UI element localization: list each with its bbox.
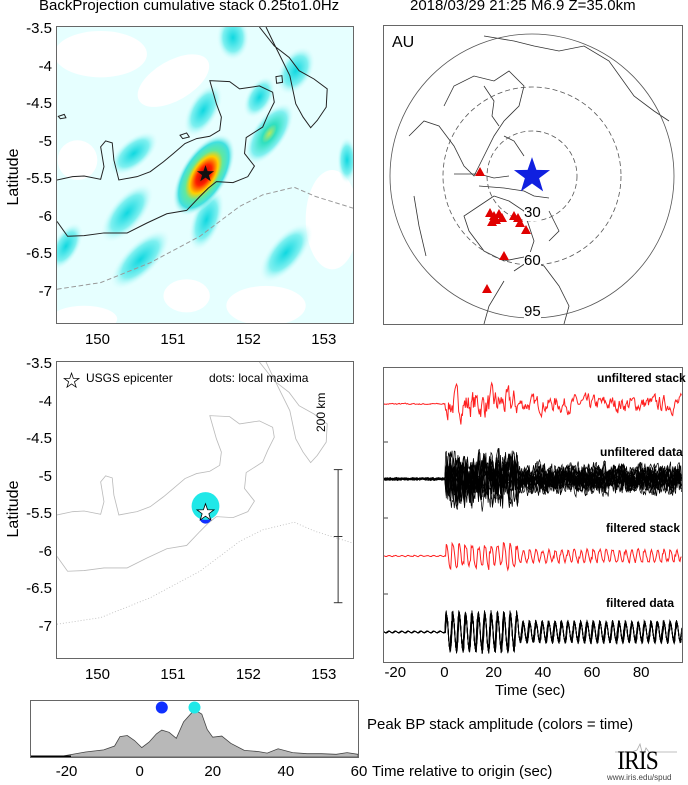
y-tick-label: -5.5 bbox=[26, 170, 52, 187]
y-tick-label: -4 bbox=[38, 392, 52, 410]
filtered-data-trace bbox=[384, 611, 682, 654]
y-tick-label: -4 bbox=[38, 57, 52, 75]
station-triangle-icon bbox=[499, 251, 509, 260]
x-tick-label: 151 bbox=[160, 331, 186, 348]
legend-usgs-epicenter: USGS epicenter bbox=[86, 371, 173, 385]
local-maxima-map: USGS epicenter dots: local maxima 200 km bbox=[56, 361, 354, 659]
station-triangle-icon bbox=[487, 217, 497, 226]
station-map: AU 30 60 95 bbox=[383, 25, 683, 325]
trace-label-filtered-stack: filtered stack bbox=[606, 521, 681, 535]
peak-amplitude-panel bbox=[30, 700, 359, 758]
seismogram-icon bbox=[615, 742, 677, 758]
scale-bar bbox=[333, 469, 343, 604]
scale-bar-label: 200 km bbox=[314, 392, 328, 432]
station-triangle-icon bbox=[475, 167, 485, 176]
y-tick-label: -4.5 bbox=[26, 95, 52, 112]
x-tick-label: 40 bbox=[534, 664, 552, 681]
x-tick-label: 153 bbox=[311, 331, 337, 348]
peak-amplitude-area bbox=[31, 709, 358, 757]
x-tick-label: 20 bbox=[485, 664, 502, 681]
x-tick-label: 152 bbox=[235, 331, 261, 348]
y-tick-label: -5 bbox=[38, 467, 52, 485]
x-tick-label: 0 bbox=[135, 763, 144, 780]
y-tick-label: -7 bbox=[38, 282, 52, 300]
epicenter-star-icon bbox=[513, 157, 551, 192]
time-dot bbox=[155, 701, 168, 714]
x-tick-label: 40 bbox=[277, 763, 295, 780]
y-tick-label: -5 bbox=[38, 132, 52, 150]
legend-star-icon bbox=[63, 371, 81, 389]
unfiltered-data-trace bbox=[384, 451, 682, 504]
x-tick-label: 152 bbox=[235, 666, 261, 683]
station-triangle-icon bbox=[497, 213, 507, 222]
x-tick-label: -20 bbox=[55, 763, 78, 780]
y-tick-label: -7 bbox=[38, 617, 52, 635]
waveform-panel: unfiltered stack unfiltered data filtere… bbox=[383, 367, 686, 663]
y-tick-label: -4.5 bbox=[26, 430, 52, 447]
filtered-stack-trace bbox=[384, 541, 682, 572]
ring-label-95: 95 bbox=[524, 303, 541, 320]
x-tick-label: 20 bbox=[204, 763, 222, 780]
trench-line bbox=[57, 186, 353, 290]
station-triangles bbox=[475, 167, 531, 293]
heatmap-low-areas bbox=[57, 30, 353, 323]
x-tick-label: 80 bbox=[632, 664, 650, 681]
time-dot bbox=[188, 701, 201, 714]
y-tick-label: -3.5 bbox=[26, 355, 52, 372]
left-title: BackProjection cumulative stack 0.25to1.… bbox=[39, 0, 340, 14]
coastline bbox=[57, 27, 328, 237]
x-tick-label: 150 bbox=[84, 666, 110, 683]
iris-url: www.iris.edu/spud bbox=[607, 773, 672, 782]
trace-label-filtered-data: filtered data bbox=[606, 596, 675, 610]
y-tick-label: -6.5 bbox=[26, 580, 52, 597]
cumulative-stack-map bbox=[56, 26, 354, 324]
epicenter-star-icon bbox=[196, 165, 215, 182]
y-tick-label: -5.5 bbox=[26, 505, 52, 522]
y-axis-label: Latitude bbox=[5, 148, 22, 206]
ring-label-60: 60 bbox=[524, 252, 541, 269]
iris-logo-text: IRIS bbox=[617, 746, 659, 775]
y-tick-label: -6.5 bbox=[26, 245, 52, 262]
y-tick-label: -6 bbox=[38, 542, 52, 560]
amplitude-x-label: Time relative to origin (sec) bbox=[372, 763, 553, 780]
network-label: AU bbox=[392, 34, 415, 51]
trace-label-unfiltered-data: unfiltered data bbox=[600, 445, 683, 459]
amplitude-title: Peak BP stack amplitude (colors = time) bbox=[367, 716, 634, 733]
x-tick-label: 0 bbox=[440, 664, 449, 681]
x-tick-label: -20 bbox=[384, 664, 407, 681]
x-tick-label: 60 bbox=[583, 664, 601, 681]
x-tick-label: 153 bbox=[311, 666, 337, 683]
station-triangle-icon bbox=[521, 225, 531, 234]
station-triangle-icon bbox=[515, 218, 525, 227]
x-tick-label: 60 bbox=[350, 763, 368, 780]
trace-label-unfiltered-stack: unfiltered stack bbox=[597, 371, 686, 385]
coastline-faint bbox=[57, 362, 353, 625]
right-title: 2018/03/29 21:25 M6.9 Z=35.0km bbox=[410, 0, 636, 14]
ring-label-30: 30 bbox=[524, 204, 541, 221]
station-triangle-icon bbox=[482, 284, 492, 293]
y-axis-label: Latitude bbox=[5, 480, 22, 538]
legend-local-maxima: dots: local maxima bbox=[209, 371, 309, 385]
y-tick-label: -6 bbox=[38, 207, 52, 225]
x-tick-label: 150 bbox=[84, 331, 110, 348]
epicenter-star-icon bbox=[195, 502, 216, 521]
y-tick-label: -3.5 bbox=[26, 20, 52, 37]
iris-logo[interactable]: IRIS www.iris.edu/spud bbox=[607, 740, 687, 785]
unfiltered-stack-trace bbox=[384, 381, 682, 425]
waveform-x-label: Time (sec) bbox=[495, 682, 566, 699]
x-tick-label: 151 bbox=[160, 666, 186, 683]
